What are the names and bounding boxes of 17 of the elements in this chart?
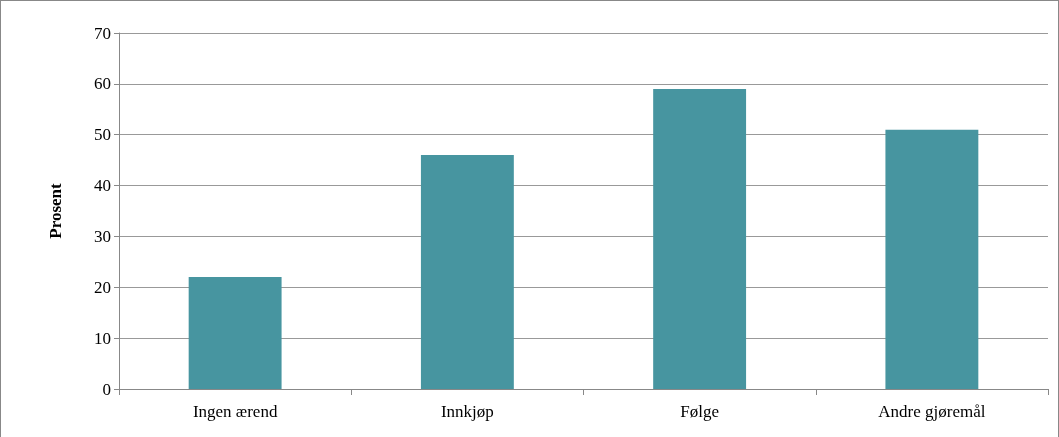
y-axis-title: Prosent <box>46 182 65 239</box>
bar <box>885 129 979 389</box>
bar <box>188 277 282 389</box>
y-tick-label: 30 <box>94 226 111 246</box>
y-tick-label: 40 <box>94 176 111 196</box>
y-tick-label: 10 <box>94 328 111 348</box>
x-tick-label: Andre gjøremål <box>878 402 986 421</box>
x-tick-label: Følge <box>680 402 719 421</box>
y-tick-label: 70 <box>94 23 111 43</box>
bar <box>420 155 514 389</box>
y-tick-label: 0 <box>102 379 111 399</box>
x-tick-label: Innkjøp <box>440 402 494 421</box>
y-tick-label: 60 <box>94 74 111 94</box>
y-tick-label: 20 <box>94 277 111 297</box>
x-tick-label: Ingen ærend <box>192 402 278 421</box>
bar <box>653 88 747 389</box>
y-tick-label: 50 <box>94 125 111 145</box>
